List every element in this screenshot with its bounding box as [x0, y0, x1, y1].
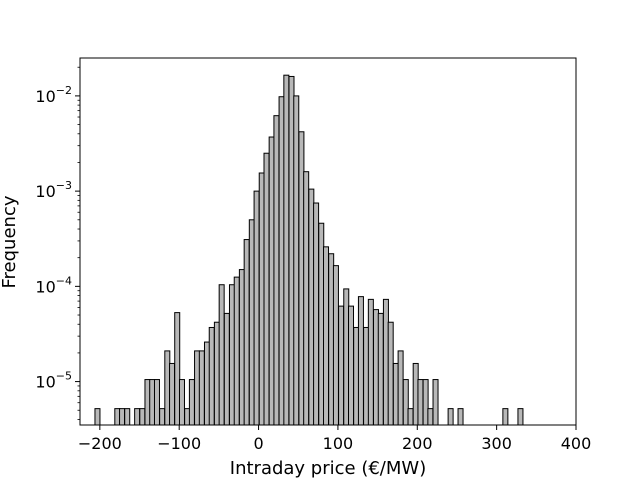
- histogram-bar: [353, 326, 360, 426]
- histogram-bar: [288, 75, 295, 426]
- x-tick-label: −200: [78, 434, 122, 453]
- y-axis-label: Frequency: [0, 195, 20, 288]
- histogram-bar: [427, 408, 434, 426]
- histogram-bar: [402, 379, 409, 426]
- histogram-bar: [228, 284, 235, 426]
- x-tick-label: 300: [481, 434, 512, 453]
- histogram-bar: [417, 379, 424, 426]
- x-tick-label: 100: [323, 434, 354, 453]
- histogram-bar: [457, 408, 464, 426]
- histogram-bar: [114, 408, 121, 426]
- histogram-bar: [373, 309, 380, 426]
- histogram-bar: [338, 305, 345, 426]
- histogram-bar: [412, 362, 419, 426]
- histogram-bar: [144, 379, 151, 426]
- histogram-bar: [323, 246, 330, 426]
- x-tick-label: 0: [253, 434, 263, 453]
- histogram-bar: [303, 171, 310, 426]
- x-axis-ticks: −200 −100 0 100 200 300 400: [78, 425, 591, 453]
- x-tick-label: −100: [157, 434, 201, 453]
- histogram-bar: [258, 172, 265, 426]
- histogram-bar: [238, 269, 245, 426]
- histogram-bar: [178, 379, 185, 426]
- histogram-bar: [184, 408, 191, 426]
- histogram-bar: [268, 136, 275, 426]
- x-tick-label: 400: [561, 434, 592, 453]
- plot-frame: [79, 57, 577, 426]
- histogram-bar: [194, 350, 201, 426]
- histogram-bar: [332, 265, 339, 426]
- histogram-bar: [94, 408, 101, 426]
- x-axis-label: Intraday price (€/MW): [230, 458, 426, 478]
- y-tick-label: 10−3: [35, 179, 72, 201]
- histogram-bar: [233, 276, 240, 426]
- histogram-bar: [203, 341, 210, 426]
- histogram-bar: [432, 379, 439, 426]
- histogram-bar: [348, 305, 355, 426]
- histogram-bar: [243, 239, 250, 426]
- histogram-bar: [273, 115, 280, 426]
- histogram-bar: [188, 379, 195, 426]
- y-axis-ticks: 10−5 10−4 10−3 10−2: [35, 66, 80, 420]
- histogram-bar: [392, 362, 399, 426]
- histogram-bar: [328, 253, 335, 426]
- y-tick-label: 10−4: [35, 274, 72, 296]
- histogram-bar: [343, 288, 350, 426]
- y-tick-label: 10−2: [35, 84, 72, 106]
- histogram-bar: [213, 321, 220, 426]
- histogram-bar: [139, 408, 146, 426]
- histogram-bar: [248, 219, 255, 426]
- histogram-bar: [313, 202, 320, 426]
- histogram-bar: [397, 350, 404, 426]
- histogram-bar: [517, 408, 524, 426]
- histogram-bar: [263, 152, 270, 426]
- histogram-bar: [367, 298, 374, 426]
- x-tick-label: 200: [402, 434, 433, 453]
- histogram-bar: [153, 379, 160, 426]
- histogram-bar: [447, 408, 454, 426]
- histogram-bar: [253, 190, 260, 426]
- histogram-bar: [159, 408, 166, 426]
- histogram-bar: [119, 408, 126, 426]
- histogram-bar: [134, 408, 141, 426]
- histogram-bar: [198, 350, 205, 426]
- histogram-bar: [149, 379, 156, 426]
- histogram-bar: [377, 312, 384, 426]
- histogram-bar: [387, 321, 394, 426]
- histogram-bar: [169, 362, 176, 426]
- histogram-bar: [422, 379, 429, 426]
- histogram-bar: [218, 284, 225, 426]
- histogram-bar: [363, 326, 370, 426]
- histogram-bar: [407, 408, 414, 426]
- histogram-bar: [293, 95, 300, 426]
- histogram-bar: [357, 296, 364, 426]
- histogram-bar: [208, 326, 215, 426]
- histogram-bar: [298, 131, 305, 426]
- histogram-bar: [124, 408, 131, 426]
- histogram-bar: [223, 312, 230, 426]
- histogram-bar: [164, 350, 171, 426]
- histogram-bar: [278, 96, 285, 426]
- histogram-bar: [502, 408, 509, 426]
- histogram-bar: [318, 222, 325, 426]
- histogram-bar: [283, 74, 290, 426]
- y-tick-label: 10−5: [35, 370, 72, 392]
- histogram-bar: [382, 298, 389, 426]
- histogram-bar: [174, 312, 181, 426]
- histogram-bar: [308, 188, 315, 426]
